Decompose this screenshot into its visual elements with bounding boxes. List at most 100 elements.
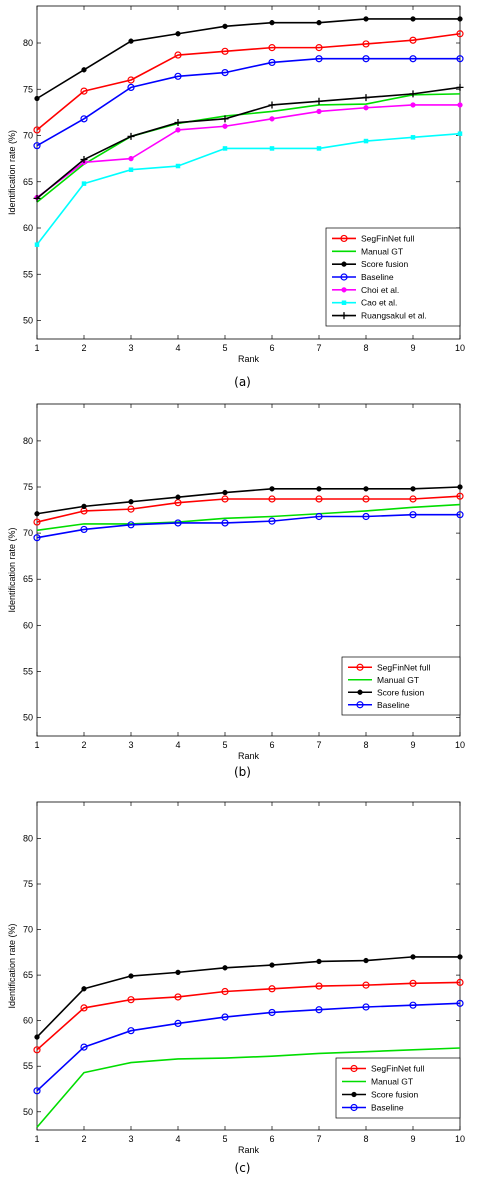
data-point <box>127 83 135 92</box>
data-point <box>362 40 370 48</box>
data-point <box>316 20 322 26</box>
y-tick-label: 55 <box>23 666 33 676</box>
data-point <box>33 534 41 542</box>
data-point <box>410 486 416 492</box>
series-cao-et-al <box>34 131 463 247</box>
data-point <box>362 512 370 521</box>
data-point <box>315 495 323 503</box>
y-axis-label: Identification rate (%) <box>7 130 17 215</box>
data-point <box>175 127 181 133</box>
data-point <box>34 511 40 517</box>
y-tick-label: 75 <box>23 84 33 94</box>
data-point <box>409 90 417 98</box>
y-tick-label: 80 <box>23 833 33 843</box>
data-point <box>409 495 417 503</box>
data-point <box>362 94 370 102</box>
data-point <box>268 58 276 67</box>
data-point <box>409 979 417 987</box>
data-point <box>174 519 182 527</box>
data-point <box>128 973 134 979</box>
legend-entry-label: Baseline <box>377 700 410 710</box>
data-point <box>316 108 322 115</box>
data-point <box>222 965 228 971</box>
data-point <box>174 119 182 127</box>
data-point <box>269 486 275 492</box>
x-tick-label: 9 <box>410 1134 415 1144</box>
data-point <box>175 163 181 169</box>
data-point <box>80 1004 88 1012</box>
data-point <box>316 486 322 492</box>
series-baseline <box>33 511 464 542</box>
data-point <box>457 954 463 960</box>
x-tick-label: 6 <box>269 1134 274 1144</box>
series-line <box>36 132 461 246</box>
x-tick-label: 7 <box>316 740 321 750</box>
legend-entry-label: Cao et al. <box>361 298 397 308</box>
data-point <box>127 505 135 513</box>
y-tick-label: 70 <box>23 131 33 141</box>
legend-entry-label: Baseline <box>371 1103 404 1113</box>
legend-entry-label: Score fusion <box>377 687 425 697</box>
x-tick-label: 6 <box>269 740 274 750</box>
data-point <box>457 484 463 490</box>
x-tick-label: 4 <box>175 343 180 353</box>
x-axis-label: Rank <box>238 354 260 364</box>
data-point <box>315 512 323 521</box>
data-point <box>174 1019 182 1028</box>
legend-entry-label: Score fusion <box>371 1090 419 1100</box>
data-point <box>362 495 370 503</box>
series-line <box>36 503 461 532</box>
data-point <box>80 87 88 95</box>
x-tick-label: 4 <box>175 1134 180 1144</box>
legend-entry-label: Ruangsakul et al. <box>361 311 427 321</box>
data-point <box>33 518 41 526</box>
data-point <box>316 958 322 965</box>
data-point <box>409 55 417 63</box>
data-point <box>410 954 416 960</box>
data-point <box>222 489 228 496</box>
legend-entry-label: Manual GT <box>371 1077 413 1087</box>
series-line <box>36 486 461 515</box>
x-tick-label: 9 <box>410 343 415 353</box>
data-point <box>127 996 135 1004</box>
y-tick-label: 80 <box>23 38 33 48</box>
series-baseline <box>33 55 464 150</box>
data-point <box>316 146 322 151</box>
data-point <box>175 969 181 976</box>
series-manual-gt <box>36 93 461 203</box>
data-point <box>268 44 276 52</box>
data-point <box>456 978 464 987</box>
data-point <box>409 36 417 44</box>
y-tick-label: 60 <box>23 223 33 233</box>
series-line <box>36 32 461 131</box>
chart-panel-3: 1 2 3 4 5 6 7 8 9 10 50 55 60 65 70 75 80 Rank Identificat… <box>7 801 465 1175</box>
x-tick-label: 7 <box>316 1134 321 1144</box>
legend-swatch-marker <box>356 663 364 671</box>
data-point <box>457 131 463 136</box>
x-tick-label: 3 <box>128 1134 133 1144</box>
data-point <box>268 517 276 525</box>
series-baseline <box>33 999 464 1095</box>
data-point <box>174 51 182 59</box>
data-point <box>315 55 323 63</box>
y-tick-label: 60 <box>23 1016 33 1026</box>
x-tick-label: 10 <box>455 1134 465 1144</box>
data-point <box>80 1043 88 1051</box>
data-point <box>221 495 229 503</box>
legend-swatch-marker <box>356 701 364 709</box>
series-manual-gt <box>36 1047 461 1128</box>
data-point <box>362 1003 370 1011</box>
data-point <box>410 135 416 140</box>
legend-entry-label: Manual GT <box>361 246 403 256</box>
data-point <box>269 20 275 26</box>
data-point <box>363 486 369 492</box>
data-point <box>33 126 41 134</box>
legend-swatch-marker <box>357 689 363 695</box>
y-tick-label: 50 <box>23 1107 33 1117</box>
data-point <box>410 16 416 22</box>
data-point <box>456 55 464 63</box>
legend-swatch-marker <box>341 261 347 267</box>
y-tick-label: 55 <box>23 1061 33 1071</box>
series-line <box>36 1002 461 1092</box>
x-tick-label: 3 <box>128 343 133 353</box>
